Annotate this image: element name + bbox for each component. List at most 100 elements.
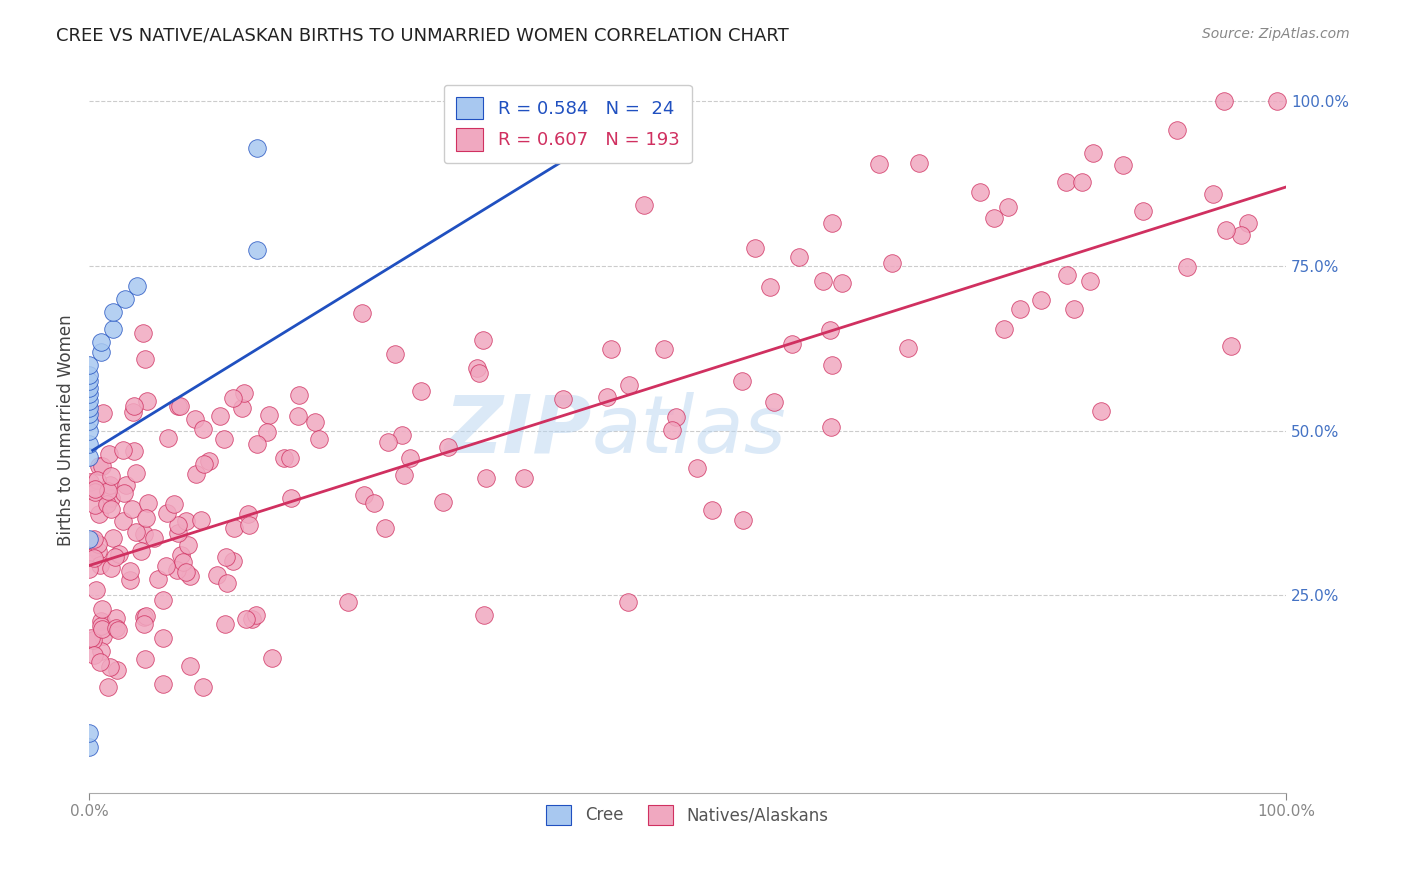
Point <box>198 453 221 467</box>
Point <box>98 660 121 674</box>
Point <box>821 358 844 372</box>
Point <box>1132 204 1154 219</box>
Point <box>104 549 127 564</box>
Point <box>100 561 122 575</box>
Point <box>77 358 100 372</box>
Point <box>246 140 269 154</box>
Point <box>125 525 148 540</box>
Point <box>652 342 675 356</box>
Point <box>217 575 239 590</box>
Point <box>138 496 160 510</box>
Point <box>93 629 115 643</box>
Point <box>1008 301 1031 316</box>
Point <box>91 406 114 420</box>
Point <box>686 460 709 475</box>
Point <box>77 374 100 388</box>
Point <box>257 408 280 422</box>
Point <box>1054 175 1077 189</box>
Point <box>89 558 111 572</box>
Point <box>246 436 269 450</box>
Point <box>166 399 188 413</box>
Point <box>759 279 782 293</box>
Point <box>134 511 156 525</box>
Point <box>132 527 155 541</box>
Point <box>730 374 752 388</box>
Point <box>212 432 235 446</box>
Point <box>744 241 766 255</box>
Point <box>997 201 1019 215</box>
Point <box>101 321 124 335</box>
Point <box>183 411 205 425</box>
Point <box>87 544 110 558</box>
Point <box>179 658 201 673</box>
Point <box>1112 158 1135 172</box>
Point <box>82 633 104 648</box>
Point <box>83 485 105 500</box>
Point <box>190 513 212 527</box>
Point <box>135 609 157 624</box>
Point <box>112 486 135 500</box>
Point <box>600 343 623 357</box>
Text: atlas: atlas <box>592 392 786 469</box>
Legend: Cree, Natives/Alaskans: Cree, Natives/Alaskans <box>537 795 838 835</box>
Point <box>86 582 108 597</box>
Point <box>166 563 188 577</box>
Point <box>134 652 156 666</box>
Point <box>80 533 103 548</box>
Point <box>287 387 309 401</box>
Point <box>156 431 179 445</box>
Point <box>214 616 236 631</box>
Point <box>77 414 100 428</box>
Point <box>513 471 536 485</box>
Point <box>91 602 114 616</box>
Point <box>77 381 100 395</box>
Point <box>104 621 127 635</box>
Point <box>96 497 118 511</box>
Point <box>114 292 136 306</box>
Point <box>90 334 112 349</box>
Point <box>1215 223 1237 237</box>
Point <box>163 497 186 511</box>
Point <box>374 521 396 535</box>
Point <box>787 250 810 264</box>
Point <box>392 467 415 482</box>
Point <box>700 503 723 517</box>
Text: CREE VS NATIVE/ALASKAN BIRTHS TO UNMARRIED WOMEN CORRELATION CHART: CREE VS NATIVE/ALASKAN BIRTHS TO UNMARRI… <box>56 27 789 45</box>
Point <box>1071 176 1094 190</box>
Point <box>121 502 143 516</box>
Point <box>125 466 148 480</box>
Point <box>97 483 120 498</box>
Point <box>1237 216 1260 230</box>
Point <box>468 366 491 380</box>
Point <box>101 531 124 545</box>
Point <box>146 573 169 587</box>
Point <box>77 407 100 421</box>
Point <box>1081 145 1104 160</box>
Point <box>1267 95 1289 109</box>
Point <box>91 622 114 636</box>
Point <box>238 518 260 533</box>
Point <box>763 394 786 409</box>
Point <box>156 506 179 520</box>
Point <box>811 274 834 288</box>
Point <box>1213 95 1236 109</box>
Point <box>240 612 263 626</box>
Point <box>205 567 228 582</box>
Point <box>91 458 114 473</box>
Point <box>353 487 375 501</box>
Point <box>143 531 166 545</box>
Point <box>222 391 245 405</box>
Point <box>77 394 100 409</box>
Point <box>87 537 110 551</box>
Point <box>993 321 1015 335</box>
Point <box>101 305 124 319</box>
Point <box>125 278 148 293</box>
Point <box>596 390 619 404</box>
Point <box>90 618 112 632</box>
Point <box>908 156 931 170</box>
Point <box>129 543 152 558</box>
Point <box>77 436 100 450</box>
Point <box>166 517 188 532</box>
Point <box>77 532 100 546</box>
Point <box>780 337 803 351</box>
